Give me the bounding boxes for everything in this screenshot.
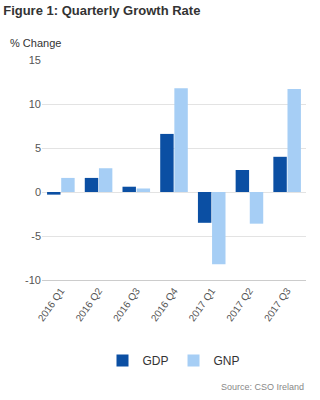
svg-text:GNP: GNP <box>214 354 240 368</box>
svg-text:-10: -10 <box>25 274 41 286</box>
svg-text:% Change: % Change <box>10 37 61 49</box>
svg-text:GDP: GDP <box>143 354 169 368</box>
svg-text:0: 0 <box>35 186 41 198</box>
svg-text:2017 Q1: 2017 Q1 <box>186 285 217 323</box>
svg-text:2016 Q4: 2016 Q4 <box>149 285 180 323</box>
svg-text:2017 Q2: 2017 Q2 <box>224 285 255 323</box>
svg-text:2016 Q3: 2016 Q3 <box>111 285 142 323</box>
svg-text:2017 Q3: 2017 Q3 <box>262 285 293 323</box>
svg-text:5: 5 <box>35 142 41 154</box>
svg-text:15: 15 <box>29 54 41 66</box>
svg-text:Source: CSO Ireland: Source: CSO Ireland <box>221 382 304 392</box>
svg-text:Figure 1: Quarterly Growth Rat: Figure 1: Quarterly Growth Rate <box>3 3 200 18</box>
svg-text:-5: -5 <box>31 230 41 242</box>
svg-text:2016 Q2: 2016 Q2 <box>73 285 104 323</box>
svg-text:10: 10 <box>29 98 41 110</box>
svg-text:2016 Q1: 2016 Q1 <box>36 285 67 323</box>
